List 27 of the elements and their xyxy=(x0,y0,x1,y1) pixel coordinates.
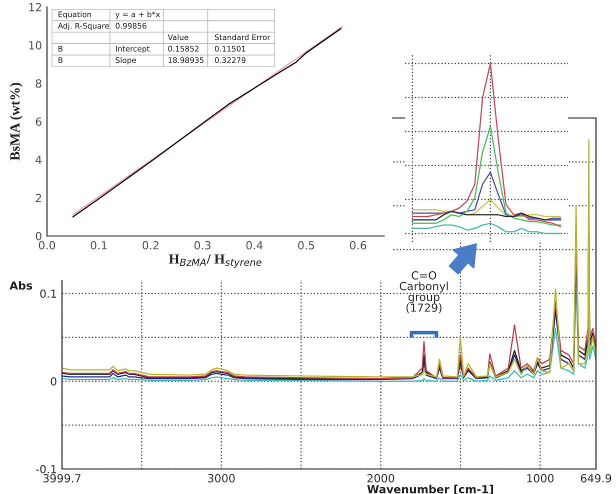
annotation: C=O Carbonyl group (1729) xyxy=(400,271,448,314)
x-tick-label: 0.1 xyxy=(90,241,107,250)
x-tick-label: 1000 xyxy=(527,474,554,482)
y-tick-label: 8 xyxy=(36,79,42,88)
x-tick-label: 0.5 xyxy=(298,241,314,250)
x-tick-label: 3999.7 xyxy=(43,474,80,482)
x-tick-label: 0.6 xyxy=(350,241,366,250)
x-tick-label: 2000 xyxy=(367,474,394,482)
y-tick-label: 6 xyxy=(36,117,42,126)
line-series xyxy=(62,139,596,378)
y-tick-label: 12 xyxy=(29,2,42,12)
x-tick-label: 0.4 xyxy=(246,241,263,250)
y-tick-label: 2 xyxy=(36,194,42,202)
x-tick-label: 649.9 xyxy=(580,474,612,482)
y-axis-title: Abs xyxy=(10,281,32,290)
y-tick-label: 0 xyxy=(50,377,56,386)
x-tick-label: 3000 xyxy=(208,474,235,482)
y-tick-label: 0 xyxy=(36,232,42,240)
y-axis-title: BsMA (wt%) xyxy=(10,82,22,160)
x-axis-title: H$_{BzMA}$/ H$_{styrene}$ xyxy=(168,254,262,268)
x-tick-label: 0.3 xyxy=(194,241,210,250)
x-tick-label: 0.0 xyxy=(38,241,56,250)
x-tick-label: 0.2 xyxy=(142,241,158,250)
y-tick-label: 10 xyxy=(29,41,42,50)
y-tick-label: -0.1 xyxy=(36,464,56,474)
y-tick-label: 0.1 xyxy=(40,289,56,298)
y-tick-label: 4 xyxy=(36,156,42,164)
